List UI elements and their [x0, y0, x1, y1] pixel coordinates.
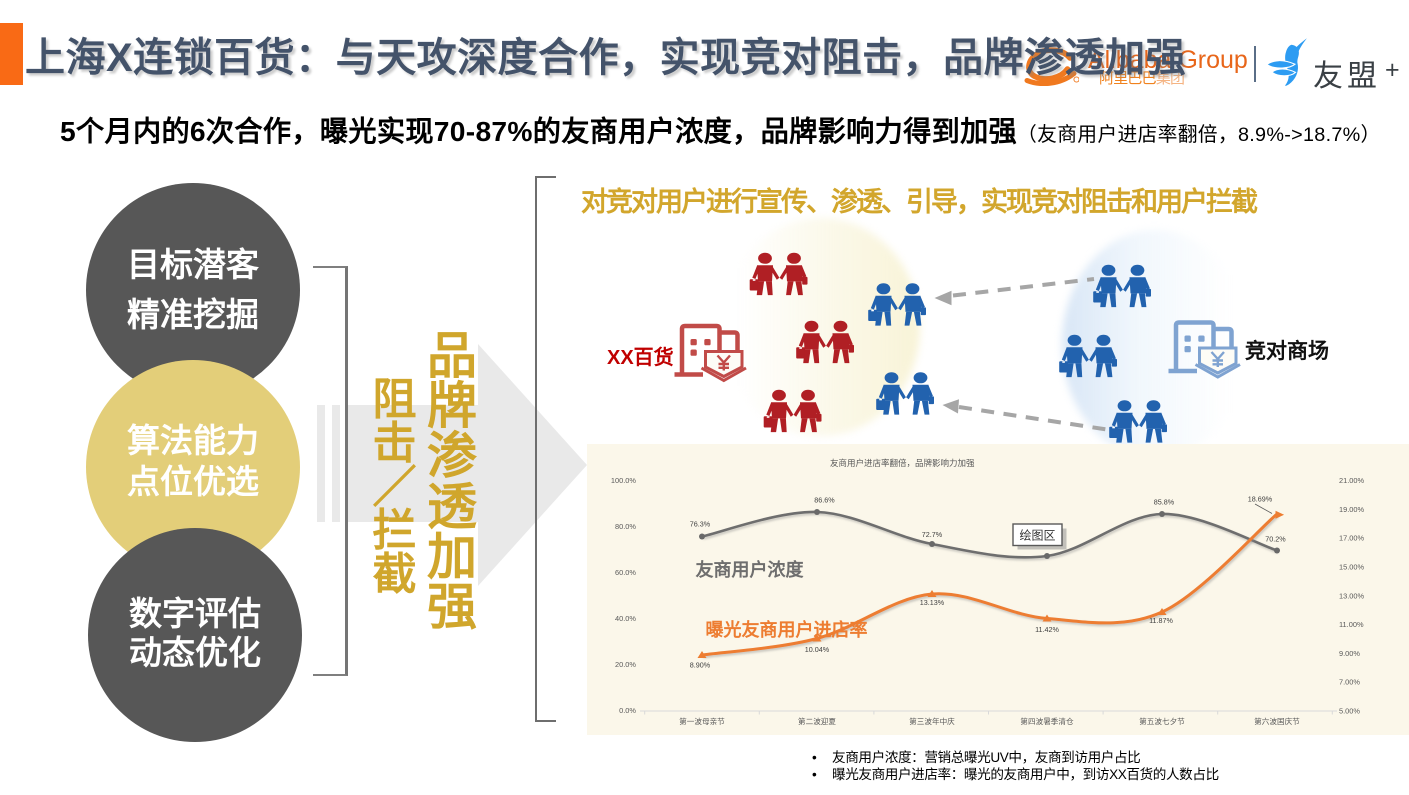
- svg-text:80.0%: 80.0%: [615, 522, 636, 531]
- svg-text:11.00%: 11.00%: [1339, 620, 1364, 629]
- svg-text:86.6%: 86.6%: [814, 496, 835, 505]
- svg-text:第五波七夕节: 第五波七夕节: [1139, 716, 1185, 726]
- svg-text:第二波迎夏: 第二波迎夏: [798, 716, 836, 726]
- svg-text:72.7%: 72.7%: [922, 530, 943, 539]
- svg-text:0.0%: 0.0%: [619, 706, 636, 715]
- svg-text:21.00%: 21.00%: [1339, 476, 1364, 485]
- svg-text:13.13%: 13.13%: [920, 598, 945, 607]
- svg-text:17.00%: 17.00%: [1339, 534, 1364, 543]
- svg-text:85.8%: 85.8%: [1154, 498, 1175, 507]
- svg-text:40.0%: 40.0%: [615, 614, 636, 623]
- svg-text:10.04%: 10.04%: [805, 645, 830, 654]
- svg-text:第六波国庆节: 第六波国庆节: [1254, 716, 1300, 726]
- svg-text:7.00%: 7.00%: [1339, 678, 1360, 687]
- svg-text:友商用户浓度: 友商用户浓度: [696, 559, 805, 580]
- svg-text:绘图区: 绘图区: [1019, 528, 1055, 543]
- svg-text:20.0%: 20.0%: [615, 660, 636, 669]
- svg-text:第一波母亲节: 第一波母亲节: [679, 716, 725, 726]
- svg-text:友商用户进店率翻倍，品牌影响力加强: 友商用户进店率翻倍，品牌影响力加强: [830, 458, 975, 468]
- svg-text:76.3%: 76.3%: [690, 520, 711, 529]
- svg-text:18.69%: 18.69%: [1248, 495, 1273, 504]
- svg-text:13.00%: 13.00%: [1339, 591, 1364, 600]
- svg-text:8.90%: 8.90%: [690, 660, 711, 669]
- svg-text:15.00%: 15.00%: [1339, 563, 1364, 572]
- svg-text:曝光友商用户进店率: 曝光友商用户进店率: [706, 619, 868, 640]
- svg-text:9.00%: 9.00%: [1339, 649, 1360, 658]
- svg-text:60.0%: 60.0%: [615, 568, 636, 577]
- svg-text:19.00%: 19.00%: [1339, 505, 1364, 514]
- svg-text:11.42%: 11.42%: [1035, 625, 1059, 634]
- svg-text:70.2%: 70.2%: [1265, 535, 1286, 544]
- svg-text:第三波年中庆: 第三波年中庆: [909, 716, 955, 726]
- svg-text:100.0%: 100.0%: [611, 476, 636, 485]
- svg-text:5.00%: 5.00%: [1339, 707, 1360, 716]
- svg-text:11.87%: 11.87%: [1149, 616, 1173, 625]
- svg-text:第四波暑季清仓: 第四波暑季清仓: [1020, 716, 1074, 726]
